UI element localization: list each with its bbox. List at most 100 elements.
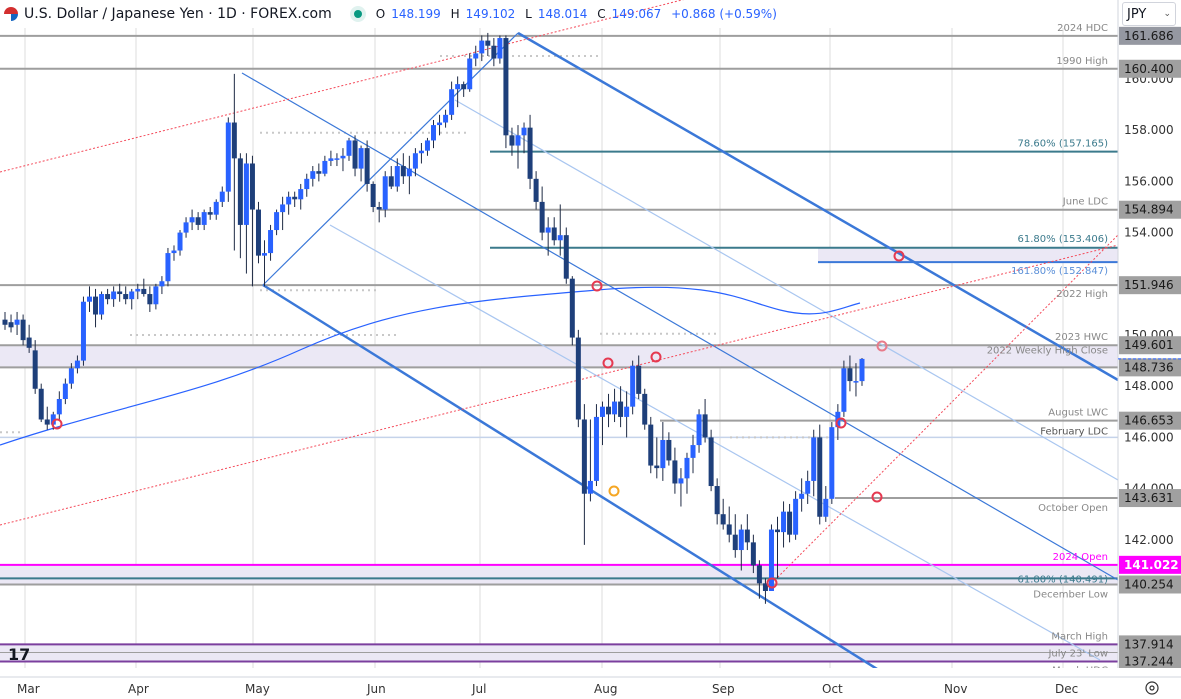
symbol-title[interactable]: U.S. Dollar / Japanese Yen · 1D · FOREX.…: [24, 6, 332, 22]
month-label: Jul: [471, 682, 486, 696]
candle-body: [412, 153, 418, 169]
candle-body: [20, 319, 26, 341]
candle-body: [581, 419, 587, 494]
candle-body: [14, 319, 20, 325]
candle-body: [243, 163, 249, 225]
price-tick: 146.000: [1124, 430, 1174, 444]
candle-body: [624, 406, 630, 417]
candle-body: [346, 140, 352, 156]
low-value: 148.014: [537, 7, 588, 21]
pivot-marker: [650, 351, 662, 363]
candle-body: [599, 406, 605, 417]
channel-quarter-upper: [454, 99, 1119, 481]
usd-jpy-flag-icon: [4, 7, 18, 21]
candle-body: [280, 204, 286, 213]
pivot-marker: [766, 577, 778, 589]
price-axis[interactable]: 142.000144.000146.000148.000150.000154.0…: [1117, 0, 1181, 699]
candle-body: [424, 140, 430, 151]
candle-body: [177, 232, 183, 251]
highlight-zones: [0, 247, 1118, 662]
candle-body: [406, 168, 412, 177]
pivot-marker: [608, 485, 620, 497]
price-badge: [1119, 555, 1181, 574]
candle-body: [388, 176, 394, 187]
candle-body: [189, 217, 195, 223]
price-tick: 142.000: [1124, 533, 1174, 547]
level-label: December Low: [1033, 589, 1108, 600]
time-axis[interactable]: Mar Apr May Jun Jul Aug Sep Oct Nov Dec 17: [0, 645, 1181, 699]
level-label: 1990 High: [1056, 56, 1108, 67]
candle-body: [702, 414, 708, 438]
month-label: Nov: [944, 682, 967, 696]
candle-body: [364, 148, 370, 184]
candle-body: [527, 127, 533, 179]
time-axis-bg: [0, 668, 1181, 699]
candle-body: [805, 480, 811, 494]
candle-body: [479, 40, 485, 54]
candle-body: [2, 319, 8, 325]
candle-body: [449, 89, 455, 115]
support-zone: [0, 564, 1118, 585]
candle-body: [714, 486, 720, 515]
price-tick: 148.000: [1124, 379, 1174, 393]
candle-body: [334, 158, 340, 160]
candle-body: [292, 196, 298, 200]
price-badge: [1119, 575, 1181, 594]
trend-channels: [0, 0, 1119, 699]
currency-selector[interactable]: JPY ⌄: [1122, 2, 1176, 26]
candle-body: [400, 166, 406, 177]
price-badge-text: 137.244: [1124, 655, 1174, 669]
candle-body: [473, 53, 479, 59]
month-label: Oct: [822, 682, 843, 696]
level-label: October Open: [1038, 503, 1108, 514]
price-tick: 154.000: [1124, 226, 1174, 240]
candle-body: [787, 511, 793, 535]
pivot-marker: [591, 280, 603, 292]
candle-body: [207, 212, 213, 215]
candle-body: [756, 565, 762, 584]
candle-body: [829, 427, 835, 499]
candle-body: [159, 281, 165, 287]
candle-body: [268, 230, 274, 254]
price-badge: [1119, 26, 1181, 45]
level-label: July 23' Low: [1047, 648, 1108, 659]
price-badge-text: 160.400: [1124, 62, 1174, 76]
level-label: 2024 Open: [1053, 552, 1108, 563]
change-value: +0.868 (+0.59%): [671, 7, 777, 21]
price-badge: [1119, 411, 1181, 430]
candle-body: [93, 296, 99, 315]
candle-body: [618, 401, 624, 417]
month-label: Mar: [17, 682, 40, 696]
candle-body: [654, 465, 660, 469]
candle-body: [153, 286, 159, 305]
price-badge: [1119, 489, 1181, 508]
market-status-icon: [353, 10, 362, 18]
candle-body: [859, 358, 865, 382]
candle-body: [32, 350, 38, 389]
candle-body: [551, 227, 557, 241]
candle-body: [171, 250, 177, 254]
sma-200-line: [0, 286, 861, 446]
candle-body: [298, 189, 304, 200]
resistance-zone: [0, 345, 1118, 368]
level-label: 61.80% (153.406): [1018, 234, 1109, 245]
candle-body: [672, 460, 678, 484]
candle-body: [823, 498, 829, 517]
candle-body: [274, 212, 280, 231]
candle-body: [213, 201, 219, 215]
candle-body: [262, 253, 268, 256]
price-badge-text: 151.946: [1124, 278, 1174, 292]
candle-body: [539, 201, 545, 233]
candle-body: [612, 401, 618, 415]
candle-body: [467, 58, 473, 90]
candle-body: [587, 480, 593, 494]
candle-body: [750, 542, 756, 566]
candle-body: [642, 393, 648, 425]
candle-body: [105, 294, 111, 300]
candle-body: [853, 381, 859, 383]
chart-header: U.S. Dollar / Japanese Yen · 1D · FOREX.…: [0, 0, 783, 28]
candle-body: [811, 437, 817, 481]
candle-body: [50, 414, 56, 425]
trendline-october: [771, 234, 1119, 584]
